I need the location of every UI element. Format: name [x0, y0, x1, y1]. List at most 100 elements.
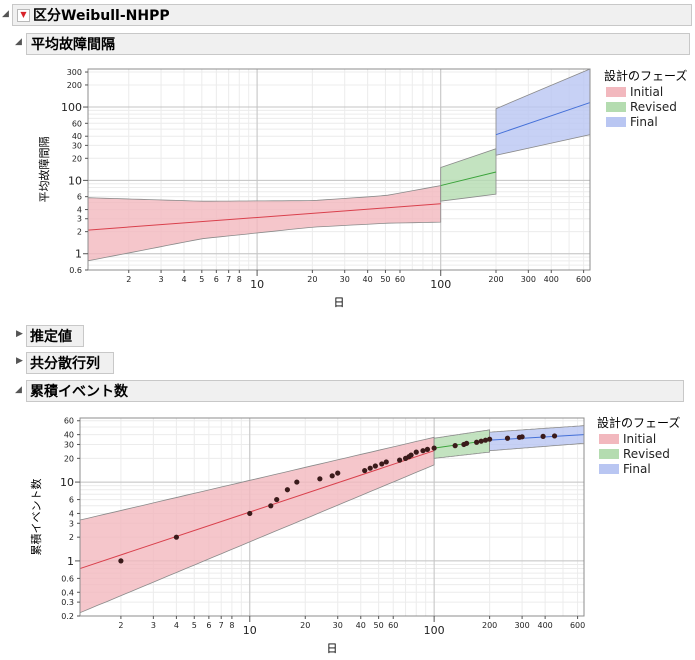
- disclosure-open-icon[interactable]: ◢: [15, 385, 22, 395]
- x-tick-label: 4: [174, 621, 179, 630]
- cumulative-events-chart: 2 3 4 5 6 7 8 10 20 30 40 50 60 100 200 300 400 6000.20.3…: [29, 415, 680, 655]
- fit-line-initial: [87, 203, 441, 231]
- legend-label-initial: Initial: [623, 432, 656, 446]
- legend-swatch-revised: [606, 102, 626, 112]
- mtbf-chart: 2 3 4 5 6 7 8 10 20 30 40 50 60 100 200 300 400 6000.6123…: [37, 68, 687, 309]
- x-tick-label: 400: [544, 275, 559, 284]
- data-point: [452, 443, 458, 449]
- fit-line-revised: [440, 171, 497, 187]
- legend-label-final: Final: [623, 462, 651, 476]
- confidence-band-revised: [440, 148, 497, 202]
- legend-label-final: Final: [630, 115, 658, 129]
- x-tick-label: 40: [363, 275, 373, 284]
- x-tick-label: 3: [151, 621, 156, 630]
- y-tick-label: 1: [75, 248, 82, 261]
- x-tick-label: 8: [237, 275, 242, 284]
- data-point: [284, 487, 290, 493]
- data-point: [540, 433, 546, 439]
- y-tick-label: 6: [77, 193, 82, 202]
- x-tick-label: 100: [430, 278, 451, 291]
- data-point: [424, 446, 431, 452]
- data-point: [379, 461, 385, 467]
- data-point: [329, 473, 335, 479]
- data-point: [413, 449, 419, 455]
- disclosure-closed-icon[interactable]: ▶: [16, 356, 23, 366]
- y-tick-label: 300: [67, 68, 82, 77]
- data-point: [383, 459, 389, 465]
- fit-line-initial: [79, 450, 435, 570]
- y-axis-label: 平均故障間隔: [37, 137, 51, 203]
- y-tick-label: 100: [61, 101, 82, 114]
- data-point: [173, 534, 179, 540]
- y-tick-label: 4: [77, 206, 82, 215]
- y-tick-label: 10: [68, 174, 82, 187]
- disclosure-closed-icon[interactable]: ▶: [16, 329, 23, 339]
- x-tick-label: 30: [340, 275, 350, 284]
- report-title: 区分Weibull-NHPP: [33, 8, 170, 24]
- data-point: [474, 439, 480, 445]
- data-point: [118, 558, 124, 564]
- x-tick-label: 200: [482, 621, 497, 630]
- legend-title: 設計のフェーズ: [604, 68, 687, 83]
- legend-swatch-initial: [606, 87, 626, 97]
- y-tick-label: 20: [72, 154, 82, 163]
- y-tick-label: 40: [64, 431, 74, 440]
- data-point: [367, 465, 373, 471]
- data-point: [504, 435, 511, 441]
- y-axis-label: 累積イベント数: [29, 479, 43, 556]
- x-axis-label: 日: [327, 642, 338, 655]
- legend-swatch-final: [606, 117, 626, 127]
- section-covariance-header[interactable]: 共分散行列: [26, 352, 114, 374]
- section-cumulative-header: 累積イベント数: [26, 380, 684, 402]
- x-tick-label: 60: [388, 621, 398, 630]
- x-tick-label: 30: [333, 621, 343, 630]
- data-point: [397, 457, 403, 463]
- data-point: [372, 463, 378, 469]
- plot-frame: [87, 68, 591, 271]
- x-tick-label: 600: [576, 275, 591, 284]
- x-tick-label: 6: [206, 621, 211, 630]
- x-tick-label: 10: [250, 278, 264, 291]
- data-point: [335, 470, 341, 476]
- y-tick-label: 40: [72, 132, 82, 141]
- triangle-down-icon: ▼: [20, 10, 27, 19]
- fit-line-final: [495, 102, 591, 136]
- disclosure-open-icon[interactable]: ◢: [2, 9, 9, 19]
- legend-label-revised: Revised: [623, 447, 670, 461]
- x-tick-label: 50: [380, 275, 390, 284]
- x-tick-label: 2: [118, 621, 123, 630]
- x-tick-label: 200: [488, 275, 503, 284]
- x-tick-label: 600: [570, 621, 585, 630]
- data-point: [362, 467, 368, 474]
- data-point: [463, 440, 470, 446]
- data-point: [551, 433, 558, 439]
- data-point: [478, 438, 484, 444]
- x-tick-label: 10: [243, 624, 257, 637]
- legend-label-revised: Revised: [630, 100, 677, 114]
- data-point: [268, 503, 274, 509]
- legend-title: 設計のフェーズ: [597, 415, 680, 430]
- x-tick-label: 7: [226, 275, 231, 284]
- x-tick-label: 50: [374, 621, 384, 630]
- y-tick-label: 3: [77, 215, 82, 224]
- section-estimates-header[interactable]: 推定値: [26, 325, 84, 347]
- red-triangle-menu-button[interactable]: ▼: [17, 8, 30, 22]
- disclosure-open-icon[interactable]: ◢: [15, 37, 22, 47]
- y-tick-label: 2: [77, 228, 82, 237]
- legend-swatch-final: [599, 464, 619, 474]
- confidence-band-initial: [87, 185, 442, 262]
- data-point: [487, 436, 493, 442]
- legend-swatch-initial: [599, 434, 619, 444]
- y-tick-label: 60: [72, 119, 82, 128]
- y-tick-label: 30: [72, 141, 82, 150]
- x-tick-label: 300: [521, 275, 536, 284]
- legend-swatch-revised: [599, 449, 619, 459]
- x-tick-label: 4: [181, 275, 186, 284]
- data-point: [274, 496, 280, 503]
- confidence-band-initial: [79, 436, 435, 614]
- data-point: [519, 434, 525, 440]
- y-tick-label: 0.6: [69, 266, 82, 275]
- x-tick-label: 5: [199, 275, 204, 284]
- section-covariance-title: 共分散行列: [30, 356, 100, 372]
- x-tick-label: 40: [356, 621, 366, 630]
